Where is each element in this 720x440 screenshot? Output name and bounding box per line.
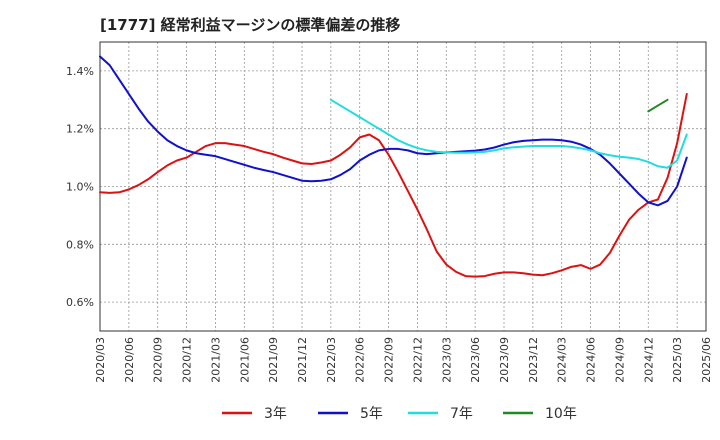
x-tick-label: 2024/03 [556, 337, 569, 383]
x-tick-label: 2024/12 [642, 337, 655, 383]
x-tick-label: 2022/06 [354, 337, 367, 383]
x-tick-label: 2020/12 [181, 337, 194, 383]
series-layer [99, 55, 688, 278]
series-line-3 [329, 98, 688, 169]
x-tick-label: 2025/06 [700, 337, 713, 383]
x-tick-label: 2024/09 [613, 337, 626, 383]
x-tick-label: 2022/09 [383, 337, 396, 383]
y-tick-label: 1.2% [66, 123, 94, 136]
x-tick-label: 2021/06 [238, 337, 251, 383]
legend-label-3: 7年 [450, 406, 473, 422]
x-tick-label: 2025/03 [671, 337, 684, 383]
x-tick-label: 2020/09 [152, 337, 165, 383]
series-line-1 [99, 93, 688, 278]
series-line-2 [99, 55, 688, 207]
plot-frame [99, 41, 707, 332]
grid-layer [99, 42, 707, 331]
y-tick-label: 0.8% [66, 238, 94, 251]
x-tick-label: 2021/09 [267, 337, 280, 383]
x-tick-label: 2021/12 [296, 337, 309, 383]
x-tick-label: 2023/12 [527, 337, 540, 383]
x-tick-label: 2023/09 [498, 337, 511, 383]
y-tick-label: 1.0% [66, 181, 94, 194]
y-tick-label: 0.6% [66, 296, 94, 309]
x-tick-label: 2021/03 [209, 337, 222, 383]
series-line-4 [647, 98, 669, 113]
y-tick-label: 1.4% [66, 65, 94, 78]
axis-layer: 1.4% 1.2% 1.0% 0.8% 0.6% 2020/03 2020/06 2020/0… [66, 41, 713, 383]
x-tick-label: 2023/06 [469, 337, 482, 383]
x-tick-label: 2020/06 [123, 337, 136, 383]
x-tick-label: 2022/03 [325, 337, 338, 383]
legend-label-2: 5年 [360, 406, 383, 422]
x-tick-label: 2020/03 [94, 337, 107, 383]
chart-title: [1777] 経常利益マージンの標準偏差の推移 [100, 16, 401, 34]
x-tick-label: 2023/03 [440, 337, 453, 383]
x-tick-label: 2022/12 [411, 337, 424, 383]
x-tick-label: 2024/06 [585, 337, 598, 383]
legend-label-1: 3年 [264, 406, 287, 422]
legend-label-4: 10年 [545, 406, 577, 422]
legend: 3年 5年 7年 10年 [222, 406, 577, 422]
